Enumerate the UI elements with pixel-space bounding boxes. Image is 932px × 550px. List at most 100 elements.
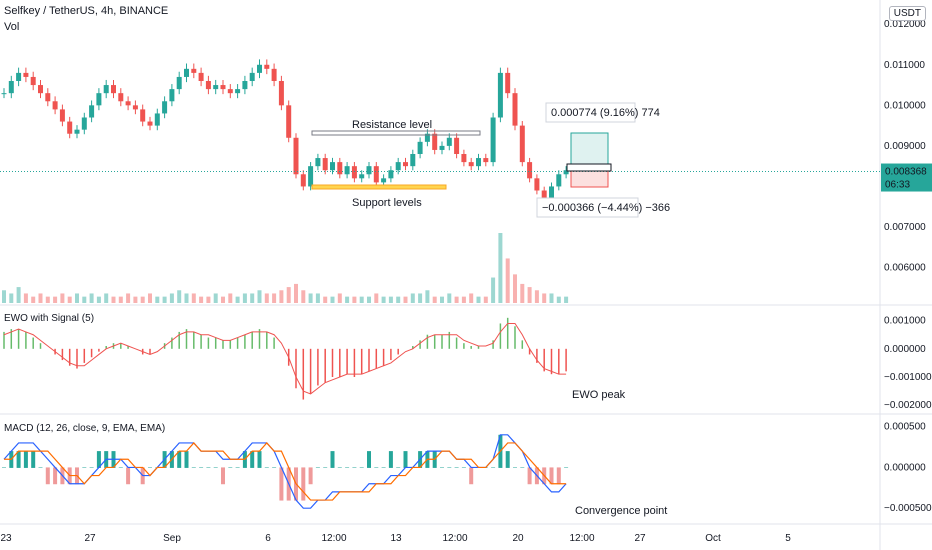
macd-histogram-bar: [221, 467, 225, 485]
volume-bar: [126, 293, 131, 303]
candle-body: [476, 158, 481, 167]
resistance-box: [311, 130, 481, 136]
candle-body: [220, 85, 226, 90]
macd-y-tick: 0.000000: [884, 462, 926, 473]
entry-marker: [566, 163, 612, 172]
volume-bar: [221, 296, 225, 303]
candle-body: [249, 72, 255, 81]
candle-body: [1, 93, 7, 95]
volume-bar: [75, 293, 79, 303]
macd-histogram-bar: [505, 451, 510, 468]
y-tick-label: 0.007000: [884, 222, 926, 233]
volume-bar: [564, 296, 569, 303]
macd-histogram-bar: [469, 467, 474, 485]
volume-bar: [381, 296, 386, 303]
candle-body: [147, 121, 153, 126]
volume-bar: [476, 296, 481, 303]
candle-body: [359, 174, 365, 179]
candle-body: [483, 158, 489, 163]
y-tick-label: 0.011000: [884, 60, 925, 71]
candle-body: [322, 158, 328, 171]
currency-badge[interactable]: USDT: [888, 6, 926, 21]
short-stats-box: [536, 197, 639, 218]
candle-body: [300, 174, 306, 187]
last-price-tag: [881, 163, 932, 192]
volume-bar: [491, 277, 496, 303]
volume-bar: [45, 296, 50, 303]
macd-histogram-bar: [264, 467, 269, 468]
volume-bar: [155, 296, 160, 303]
volume-bar: [367, 296, 371, 303]
candle-body: [366, 166, 372, 175]
volume-bar: [257, 290, 262, 303]
candle-body: [388, 170, 394, 179]
candle-body: [344, 166, 350, 175]
candle-body: [308, 166, 314, 187]
macd-histogram-bar: [45, 467, 50, 485]
macd-histogram-bar: [330, 451, 335, 468]
volume-bar: [118, 296, 123, 303]
volume-bar: [140, 296, 145, 303]
macd-histogram-bar: [520, 467, 525, 468]
volume-bar: [2, 290, 6, 303]
candle-body: [417, 141, 423, 154]
volume-bar: [542, 293, 547, 303]
macd-histogram-bar: [2, 467, 6, 468]
candle-body: [330, 162, 335, 171]
last-price-value: 0.008368: [885, 167, 927, 178]
candle-body: [446, 137, 452, 146]
volume-bar: [235, 296, 240, 303]
macd-histogram-bar: [388, 451, 393, 468]
volume-bar: [454, 296, 459, 303]
long-target-zone: [570, 132, 609, 165]
candle-body: [169, 89, 175, 102]
y-tick-label: 0.006000: [884, 263, 926, 274]
candle-body: [23, 72, 29, 77]
candle-body: [132, 105, 138, 110]
ewo-y-tick: −0.001000: [884, 372, 932, 383]
volume-bar: [184, 293, 189, 303]
candle-body: [563, 170, 569, 175]
x-tick-label: 20: [512, 533, 524, 544]
volume-bar: [9, 293, 14, 303]
candle-body: [162, 101, 168, 114]
volume-bar: [286, 287, 291, 303]
short-stop-zone: [570, 170, 609, 188]
macd-histogram-bar: [96, 451, 101, 468]
macd-histogram-bar: [250, 451, 255, 468]
volume-bar: [461, 296, 466, 303]
volume-bar: [272, 293, 277, 303]
y-tick-label: 0.009000: [884, 141, 926, 152]
volume-bar: [556, 296, 561, 303]
macd-histogram-bar: [272, 467, 277, 468]
volume-bar: [228, 293, 233, 303]
volume-bar: [242, 293, 247, 303]
candle-body: [103, 85, 109, 94]
volume-bar: [111, 296, 116, 303]
macd-histogram-bar: [235, 467, 240, 468]
volume-bar: [388, 296, 393, 303]
macd-line: [3, 434, 567, 509]
macd-histogram-bar: [403, 451, 408, 468]
volume-bar: [104, 293, 109, 303]
y-tick-label: 0.010000: [884, 100, 926, 111]
candle-body: [505, 72, 511, 94]
macd-histogram-bar: [513, 467, 517, 468]
volume-bar: [410, 293, 415, 303]
volume-bar: [38, 293, 43, 303]
volume-bar: [301, 290, 306, 303]
candle-body: [125, 101, 131, 106]
volume-bar: [177, 290, 182, 303]
volume-bar: [432, 296, 437, 303]
candle-body: [30, 76, 36, 86]
x-tick-label: 13: [390, 533, 402, 544]
volume-bar: [294, 283, 298, 303]
candle-body: [96, 93, 102, 106]
macd-histogram-bar: [53, 467, 58, 485]
candle-body: [81, 117, 87, 130]
convergence-label: Convergence point: [575, 505, 667, 517]
candle-body: [527, 162, 533, 179]
candle-body: [176, 76, 182, 90]
candle-body: [410, 154, 416, 167]
